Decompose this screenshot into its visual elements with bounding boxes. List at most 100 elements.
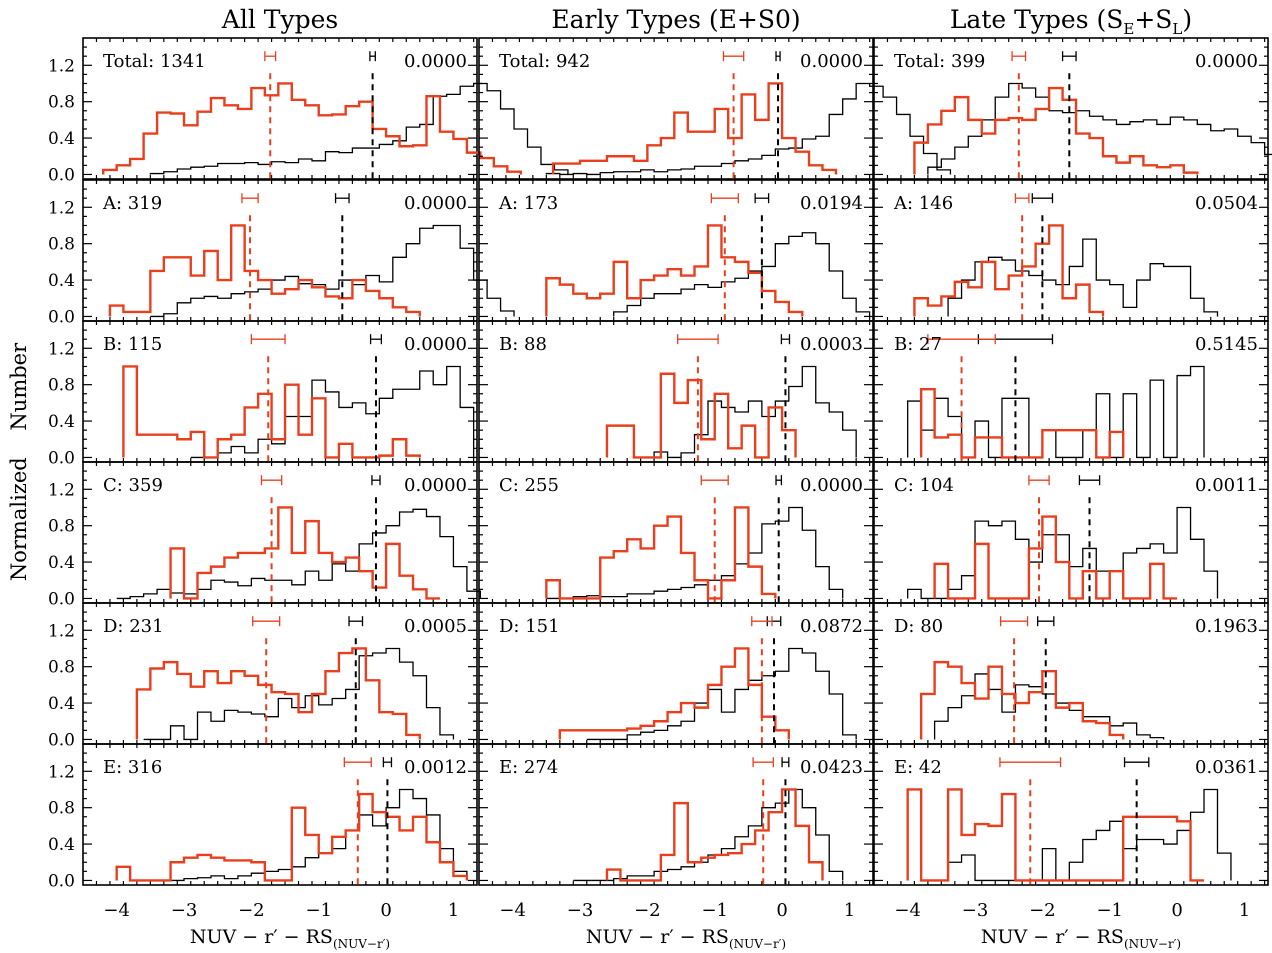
panel: 0.0 0.4 0.8 1.2 E: 316 0.0012	[48, 743, 478, 891]
x-axis-title-sub: (NUV−r′)	[729, 937, 786, 951]
x-tick-label: 0	[776, 900, 787, 921]
panel: E: 274 0.0423	[478, 743, 874, 886]
y-tick-label: 0.0	[48, 307, 75, 327]
panels: 0.00.40.81.2 Total: 1341 0.0000 Total: 942 0…	[48, 37, 1272, 891]
histogram-red	[558, 647, 791, 740]
y-tick-label: 1.2	[48, 56, 75, 76]
x-axis-title-main: NUV − r′ − RS	[190, 926, 333, 948]
panel-frame	[478, 743, 874, 886]
panel: 0.0 0.4 0.8 1.2 B: 115 0.0000	[48, 320, 478, 468]
panel-count-label: A: 146	[893, 193, 953, 214]
x-tick-label: 0	[1171, 900, 1182, 921]
histogram-red	[122, 365, 421, 459]
panel-pvalue: 0.0003	[800, 334, 863, 355]
histogram-black	[116, 508, 482, 600]
histogram-black	[947, 238, 1219, 317]
histogram-black	[149, 82, 569, 175]
panel-pvalue: 0.0005	[404, 616, 467, 637]
x-tick-label: −4	[894, 900, 921, 921]
histogram-red	[551, 82, 838, 175]
histogram-black	[907, 506, 1219, 600]
histogram-red	[545, 506, 777, 600]
panel: A: 173 0.0194	[478, 179, 874, 322]
y-tick-label: 0.8	[48, 93, 75, 113]
panel: B: 27 0.5145	[873, 320, 1269, 463]
column-title-part: )	[1182, 5, 1192, 34]
histogram-black	[545, 82, 952, 176]
panel-count-label: E: 274	[499, 757, 558, 778]
y-tick-label: 1.2	[48, 339, 75, 359]
y-tick-label: 0.0	[48, 448, 75, 468]
y-axis-label: Normalized Number	[7, 342, 31, 581]
column-title-sub: E	[1123, 20, 1134, 38]
y-tick-label: 0.4	[48, 271, 75, 291]
panel-pvalue: 0.0000	[800, 475, 863, 496]
panel-count-label: C: 255	[499, 475, 559, 496]
histogram-black	[190, 365, 475, 459]
panel: C: 255 0.0000	[478, 461, 874, 604]
x-tick-label: −1	[1096, 900, 1123, 921]
x-axis-title: NUV − r′ − RS(NUV−r′)	[190, 926, 390, 951]
y-tick-label: 0.8	[48, 376, 75, 396]
histogram-black	[586, 647, 857, 741]
panel-pvalue: 0.0194	[800, 193, 863, 214]
y-tick-label: 0.0	[48, 589, 75, 609]
histogram-red	[919, 388, 1125, 459]
histogram-red	[913, 86, 1199, 175]
y-tick-label: 0.0	[48, 871, 75, 891]
column-title-part: Late Types (S	[950, 5, 1124, 34]
x-axis-title-sub: (NUV−r′)	[1124, 937, 1181, 951]
y-tick-label: 0.4	[48, 835, 75, 855]
x-tick-label: −3	[567, 900, 594, 921]
histogram-red	[108, 224, 421, 317]
y-tick-label: 1.2	[48, 480, 75, 500]
panel: D: 151 0.0872	[478, 602, 874, 745]
x-tick-label: −1	[305, 900, 332, 921]
panel-pvalue: 0.0011	[1195, 475, 1258, 496]
x-axis-title: NUV − r′ − RS(NUV−r′)	[981, 926, 1181, 951]
y-tick-label: 1.2	[48, 621, 75, 641]
panel-count-label: D: 151	[499, 616, 560, 637]
panel-frame	[82, 37, 478, 180]
y-tick-label: 0.0	[48, 730, 75, 750]
panel-pvalue: 0.0000	[800, 51, 863, 72]
x-tick-label: −1	[701, 900, 728, 921]
y-axis-title: Normalized Number	[7, 342, 31, 581]
x-tick-label: −2	[1029, 900, 1056, 921]
column-titles: All Types Early Types (E+S0) Late Types (S…	[221, 5, 1192, 38]
x-tick-label: −3	[962, 900, 989, 921]
panel-pvalue: 0.0000	[404, 193, 467, 214]
panel-count-label: Total: 942	[499, 51, 590, 72]
histogram-black	[573, 788, 844, 882]
histogram-black	[143, 647, 455, 741]
panel: Total: 399 0.0000	[873, 37, 1272, 180]
x-tick-label: −4	[499, 900, 526, 921]
panel-pvalue: 0.1963	[1195, 616, 1258, 637]
x-tick-label: −3	[171, 900, 198, 921]
panel-frame	[873, 37, 1269, 180]
panel: 0.0 0.4 0.8 1.2 Total: 1341 0.0000	[48, 37, 569, 185]
histogram-red	[919, 660, 1125, 740]
panel-count-label: D: 231	[103, 616, 164, 637]
column-title-sub: L	[1172, 20, 1182, 38]
panel: D: 80 0.1963	[873, 602, 1269, 745]
x-axis-title-main: NUV − r′ − RS	[586, 926, 729, 948]
y-tick-label: 0.8	[48, 235, 75, 255]
histogram-black	[947, 788, 1232, 882]
histogram-red	[115, 792, 469, 882]
panel-pvalue: 0.5145	[1195, 334, 1258, 355]
panel: E: 42 0.0361	[873, 743, 1269, 886]
panel-count-label: C: 104	[894, 475, 954, 496]
histogram-black	[150, 224, 515, 318]
x-tick-label: −2	[238, 900, 265, 921]
histogram-black	[613, 232, 871, 317]
histogram-red	[933, 515, 1178, 600]
x-tick-label: −2	[634, 900, 661, 921]
panel-count-label: C: 359	[103, 475, 163, 496]
panel-frame	[873, 743, 1269, 886]
panel: Total: 942 0.0000	[478, 37, 952, 180]
x-tick-label: 1	[844, 900, 855, 921]
histogram-red	[913, 224, 1105, 317]
panel: A: 146 0.0504	[873, 179, 1269, 322]
